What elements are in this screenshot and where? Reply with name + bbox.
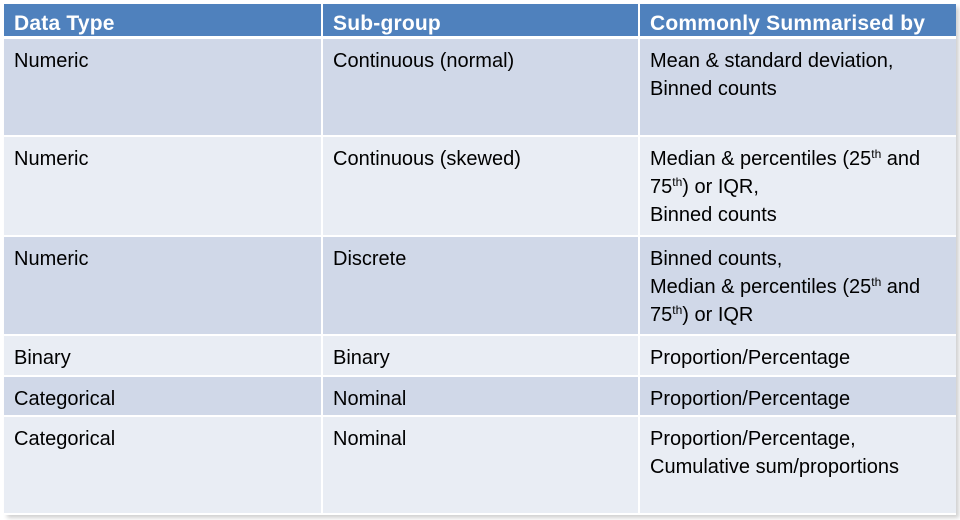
summary-line: 75th) or IQR (650, 301, 946, 329)
data-summary-table: Data Type Sub-group Commonly Summarised … (4, 4, 956, 515)
header-data-type: Data Type (4, 4, 323, 39)
cell-data-type: Numeric (4, 37, 323, 137)
ordinal-suffix: th (871, 274, 882, 289)
table-row: Numeric Continuous (normal) Mean & stand… (4, 37, 956, 137)
cell-sub-group: Nominal (322, 375, 640, 417)
summary-text: ) or IQR, (682, 175, 759, 198)
table-row: Binary Binary Proportion/Percentage (4, 334, 956, 377)
cell-summary: Proportion/Percentage (639, 375, 956, 417)
summary-text: 75 (650, 303, 673, 326)
cell-sub-group: Continuous (skewed) (322, 135, 640, 237)
cell-summary: Binned counts, Median & percentiles (25t… (639, 235, 956, 336)
summary-table: Data Type Sub-group Commonly Summarised … (4, 4, 956, 515)
header-sub-group: Sub-group (322, 4, 640, 39)
cell-summary: Mean & standard deviation, Binned counts (639, 37, 956, 137)
summary-line: Cumulative sum/proportions (650, 455, 899, 478)
table-row: Numeric Discrete Binned counts, Median &… (4, 235, 956, 336)
summary-line: Mean & standard deviation, (650, 50, 894, 72)
cell-summary: Median & percentiles (25th and 75th) or … (639, 135, 956, 237)
summary-text: Median & percentiles (25 (650, 275, 872, 298)
ordinal-suffix: th (871, 146, 882, 161)
cell-data-type: Categorical (4, 415, 323, 515)
summary-line: Binned counts (650, 78, 777, 100)
summary-line: Proportion/Percentage (650, 346, 851, 369)
summary-text: and (881, 147, 921, 170)
header-summarised-by: Commonly Summarised by (639, 4, 956, 39)
header-row: Data Type Sub-group Commonly Summarised … (4, 4, 956, 39)
summary-line: Median & percentiles (25th and (650, 145, 946, 173)
cell-summary: Proportion/Percentage (639, 334, 956, 377)
cell-sub-group: Discrete (322, 235, 640, 336)
cell-summary: Proportion/Percentage, Cumulative sum/pr… (639, 415, 956, 515)
summary-line: Median & percentiles (25th and (650, 273, 946, 301)
ordinal-suffix: th (672, 302, 683, 317)
cell-data-type: Categorical (4, 375, 323, 417)
cell-sub-group: Binary (322, 334, 640, 377)
table-row: Categorical Nominal Proportion/Percentag… (4, 415, 956, 515)
summary-line: Binned counts, (650, 247, 783, 270)
cell-data-type: Numeric (4, 235, 323, 336)
table-row: Numeric Continuous (skewed) Median & per… (4, 135, 956, 237)
summary-text: and (881, 275, 921, 298)
summary-line: Proportion/Percentage, (650, 427, 856, 450)
summary-text: Median & percentiles (25 (650, 147, 872, 170)
cell-sub-group: Nominal (322, 415, 640, 515)
summary-text: ) or IQR (682, 303, 754, 326)
summary-line: 75th) or IQR, (650, 173, 946, 201)
summary-line: Proportion/Percentage (650, 387, 851, 410)
cell-sub-group: Continuous (normal) (322, 37, 640, 137)
summary-text: 75 (650, 175, 673, 198)
ordinal-suffix: th (672, 174, 683, 189)
cell-data-type: Numeric (4, 135, 323, 237)
table-row: Categorical Nominal Proportion/Percentag… (4, 375, 956, 417)
summary-line: Binned counts (650, 203, 777, 226)
cell-data-type: Binary (4, 334, 323, 377)
